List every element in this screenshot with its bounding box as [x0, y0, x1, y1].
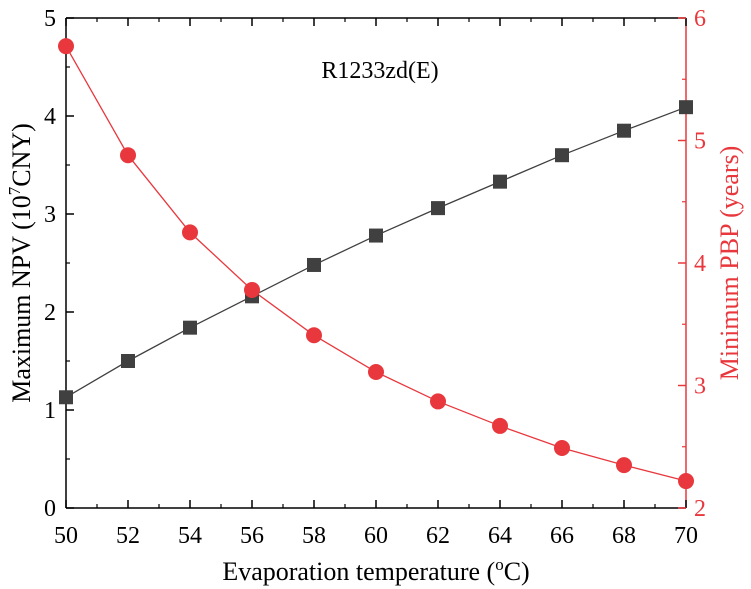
y-axis-left-label-main: Maximum NPV (10: [7, 195, 36, 403]
npv-data-point: [493, 174, 507, 189]
x-axis-label: Evaporation temperature (oC): [222, 555, 529, 586]
pbp-data-point: [306, 327, 322, 344]
npv-data-point: [679, 100, 693, 115]
npv-data-point: [617, 123, 631, 138]
y-left-tick-label: 3: [44, 202, 56, 228]
pbp-data-point: [244, 281, 260, 298]
y-left-tick-label: 5: [44, 6, 56, 32]
npv-series-line: [65, 106, 687, 398]
pbp-data-point: [120, 147, 136, 164]
x-axis-label-main: Evaporation temperature (: [222, 557, 495, 586]
npv-data-point: [555, 148, 569, 163]
x-tick-label: 70: [674, 523, 698, 549]
npv-data-point: [369, 228, 383, 243]
plot-frame: [65, 17, 687, 509]
y-right-tick-label: 4: [694, 251, 706, 277]
npv-data-point: [307, 257, 321, 272]
y-right-tick-label: 2: [694, 496, 706, 522]
x-axis-label-tail: C): [504, 557, 530, 586]
y-right-tick-label: 5: [694, 129, 706, 155]
x-tick-label: 64: [488, 523, 512, 549]
pbp-data-point: [430, 393, 446, 410]
x-axis-label-sup: o: [495, 555, 504, 574]
y-left-tick-label: 1: [44, 398, 56, 424]
pbp-data-point: [678, 473, 694, 490]
series-markers: [58, 38, 694, 490]
pbp-data-point: [492, 417, 508, 434]
chart-annotation: R1233zd(E): [321, 58, 438, 84]
npv-data-point: [59, 390, 73, 405]
npv-data-point: [183, 320, 197, 335]
y-right-tick-label: 6: [694, 6, 706, 32]
x-tick-label: 62: [426, 523, 450, 549]
x-tick-label: 54: [178, 523, 202, 549]
x-tick-label: 68: [612, 523, 636, 549]
x-tick-label: 60: [364, 523, 388, 549]
y-right-tick-label: 3: [694, 374, 706, 400]
y-axis-left-label-sup: 7: [5, 186, 24, 195]
npv-data-point: [121, 354, 135, 368]
x-tick-label: 56: [240, 523, 264, 549]
y-left-tick-label: 0: [44, 496, 56, 522]
pbp-data-point: [58, 38, 74, 55]
y-axis-left-label-tail: CNY): [7, 123, 36, 187]
y-left-tick-label: 4: [44, 104, 56, 130]
x-tick-label: 58: [302, 523, 326, 549]
y-axis-left-label: Maximum NPV (107CNY): [5, 123, 36, 403]
y-left-tick-label: 2: [44, 300, 56, 326]
npv-data-point: [431, 201, 445, 216]
x-tick-label: 52: [116, 523, 140, 549]
pbp-data-point: [368, 364, 384, 381]
pbp-data-point: [182, 224, 198, 241]
pbp-data-point: [616, 457, 632, 474]
y-axis-right-label: Minimum PBP (years): [715, 146, 744, 380]
x-tick-label: 66: [550, 523, 574, 549]
pbp-series-line: [65, 45, 687, 482]
series-lines: [65, 45, 687, 482]
pbp-data-point: [554, 439, 570, 456]
x-tick-label: 50: [54, 523, 78, 549]
